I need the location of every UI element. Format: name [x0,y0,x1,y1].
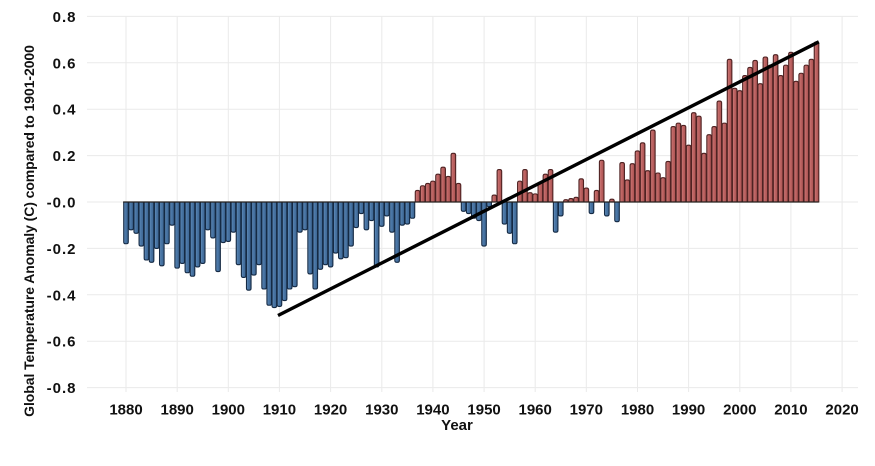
svg-text:2020: 2020 [825,401,858,418]
svg-text:1900: 1900 [212,401,245,418]
svg-text:1880: 1880 [109,401,142,418]
svg-text:1890: 1890 [161,401,194,418]
svg-text:1970: 1970 [570,401,603,418]
svg-text:-0.4: -0.4 [47,287,77,304]
svg-text:-0.6: -0.6 [47,334,77,351]
svg-text:0.8: 0.8 [53,9,77,26]
svg-text:Year: Year [441,417,473,434]
svg-text:1920: 1920 [314,401,347,418]
svg-text:1910: 1910 [263,401,296,418]
svg-text:2000: 2000 [723,401,756,418]
svg-text:0.4: 0.4 [53,102,77,119]
svg-text:1930: 1930 [365,401,398,418]
svg-text:1960: 1960 [519,401,552,418]
svg-text:1990: 1990 [672,401,705,418]
svg-text:2010: 2010 [774,401,807,418]
svg-text:1940: 1940 [416,401,449,418]
svg-text:-0.0: -0.0 [47,195,77,212]
svg-text:0.6: 0.6 [53,55,77,72]
svg-text:0.2: 0.2 [53,148,77,165]
svg-text:1950: 1950 [467,401,500,418]
svg-text:-0.8: -0.8 [47,380,77,397]
svg-text:1980: 1980 [621,401,654,418]
svg-text:-0.2: -0.2 [47,241,77,258]
svg-text:Global Temperature Anomaly (C): Global Temperature Anomaly (C) compared … [21,45,37,417]
